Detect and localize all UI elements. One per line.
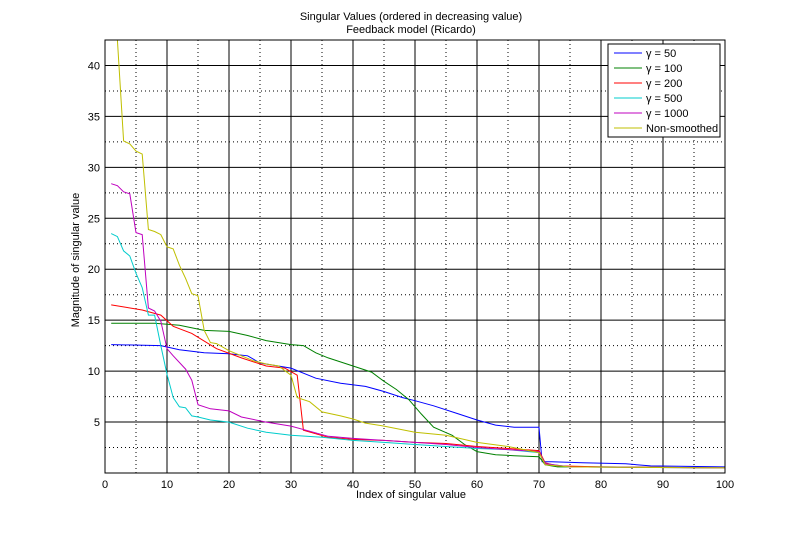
x-tick-label: 80	[595, 479, 607, 491]
grid	[105, 40, 725, 473]
y-axis-label: Magnitude of singular value	[70, 193, 82, 328]
plot-frame	[104, 39, 726, 474]
legend-label-4: γ = 500	[646, 93, 682, 105]
x-tick-label: 30	[285, 479, 297, 491]
legend-label-5: γ = 1000	[646, 108, 689, 120]
series-line-5	[111, 183, 726, 469]
y-tick-label: 30	[88, 162, 100, 174]
y-tick-label: 20	[88, 264, 100, 276]
legend-label-3: γ = 200	[646, 78, 682, 90]
x-axis-label: Index of singular value	[356, 489, 466, 501]
legend-label-1: γ = 50	[646, 48, 676, 60]
series-line-6	[116, 39, 726, 469]
y-tick-label: 10	[88, 366, 100, 378]
chart-title: Singular Values (ordered in decreasing v…	[300, 11, 522, 23]
x-tick-label: 60	[471, 479, 483, 491]
chart-subtitle: Feedback model (Ricardo)	[346, 24, 476, 36]
series-line-2	[111, 322, 726, 469]
y-tick-label: 5	[94, 417, 100, 429]
legend-label-2: γ = 100	[646, 63, 682, 75]
series-line-4	[110, 233, 726, 469]
legend-label-6: Non-smoothed	[646, 123, 718, 135]
y-tick-label: 25	[88, 213, 100, 225]
x-tick-label: 90	[657, 479, 669, 491]
x-tick-label: 40	[347, 479, 359, 491]
x-tick-label: 70	[533, 479, 545, 491]
y-tick-label: 15	[88, 315, 100, 327]
x-tick-label: 0	[102, 479, 108, 491]
axis-ticks: 0 10 20 30 40 50 60 70 80 90 100 5 10 15 20 25 30 35 40	[88, 60, 734, 491]
y-tick-label: 40	[88, 60, 100, 72]
y-tick-label: 35	[88, 111, 100, 123]
legend-box	[607, 43, 721, 138]
x-tick-label: 50	[409, 479, 421, 491]
x-tick-label: 20	[223, 479, 235, 491]
legend: γ = 50 γ = 100 γ = 200 γ = 500 γ = 1000 Non-s…	[607, 43, 721, 138]
x-tick-label: 10	[161, 479, 173, 491]
x-tick-label: 100	[716, 479, 734, 491]
series-lines	[110, 39, 726, 469]
